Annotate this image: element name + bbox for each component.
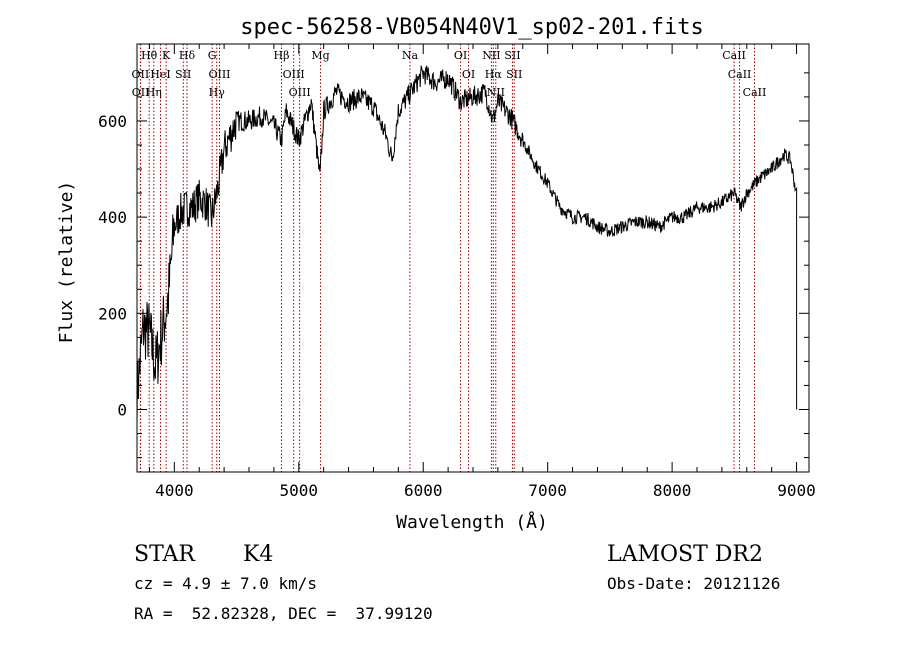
line-marker-label: OIII <box>283 68 305 81</box>
y-tick-label: 0 <box>117 400 127 419</box>
line-marker-label: OIII <box>289 86 311 99</box>
spectrum-line <box>136 65 798 429</box>
line-marker-label: SII <box>504 49 520 62</box>
x-tick-label: 4000 <box>155 481 194 500</box>
subclass-label: K4 <box>243 542 273 567</box>
x-tick-label: 8000 <box>653 481 692 500</box>
y-axis-label: Flux (relative) <box>56 181 77 344</box>
class-label: STAR <box>134 542 196 567</box>
x-tick-label: 7000 <box>528 481 567 500</box>
line-marker-label: Hβ <box>274 49 290 62</box>
x-tick-label: 6000 <box>404 481 443 500</box>
survey-label: LAMOST DR2 <box>607 542 763 567</box>
line-marker-label: CaII <box>728 68 752 81</box>
line-marker-label: HeI <box>150 68 170 81</box>
line-marker-label: Hγ <box>209 86 226 99</box>
line-marker-label: G <box>208 49 217 62</box>
coordinates-text: RA = 52.82328, DEC = 37.99120 <box>134 604 433 623</box>
line-marker-label: OI <box>462 68 475 81</box>
y-axis-ticks: 0 200 400 600 <box>98 72 809 459</box>
x-axis-label: Wavelength (Å) <box>396 511 548 533</box>
line-markers <box>139 44 755 472</box>
line-marker-label: NII <box>482 49 500 62</box>
line-marker-label: SII <box>175 68 191 81</box>
y-tick-label: 600 <box>98 112 127 131</box>
line-marker-label: Hη <box>146 86 162 99</box>
line-marker-label: Na <box>402 49 419 62</box>
obs-date-text: Obs-Date: 20121126 <box>607 574 780 593</box>
x-tick-label: 5000 <box>280 481 319 500</box>
line-marker-label: K <box>162 49 171 62</box>
y-tick-label: 200 <box>98 304 127 323</box>
line-marker-label: OII <box>132 68 150 81</box>
line-marker-label: Hθ <box>141 49 158 62</box>
chart-title: spec-56258-VB054N40V1_sp02-201.fits <box>240 15 704 40</box>
plot-frame <box>136 43 810 473</box>
line-marker-label: OI <box>454 49 467 62</box>
line-marker-label: OII <box>132 86 150 99</box>
redshift-text: cz = 4.9 ± 7.0 km/s <box>134 574 317 593</box>
line-marker-label: Mg <box>311 49 329 62</box>
line-marker-label: CaII <box>743 86 767 99</box>
x-tick-label: 9000 <box>777 481 816 500</box>
y-tick-label: 400 <box>98 208 127 227</box>
line-marker-label: OIII <box>208 68 230 81</box>
line-marker-label: CaII <box>722 49 746 62</box>
x-axis-ticks: 4000 5000 6000 7000 8000 9000 <box>148 44 816 500</box>
line-marker-label: Hα <box>485 68 503 81</box>
line-marker-label: SII <box>506 68 522 81</box>
line-marker-label: Hδ <box>179 49 196 62</box>
